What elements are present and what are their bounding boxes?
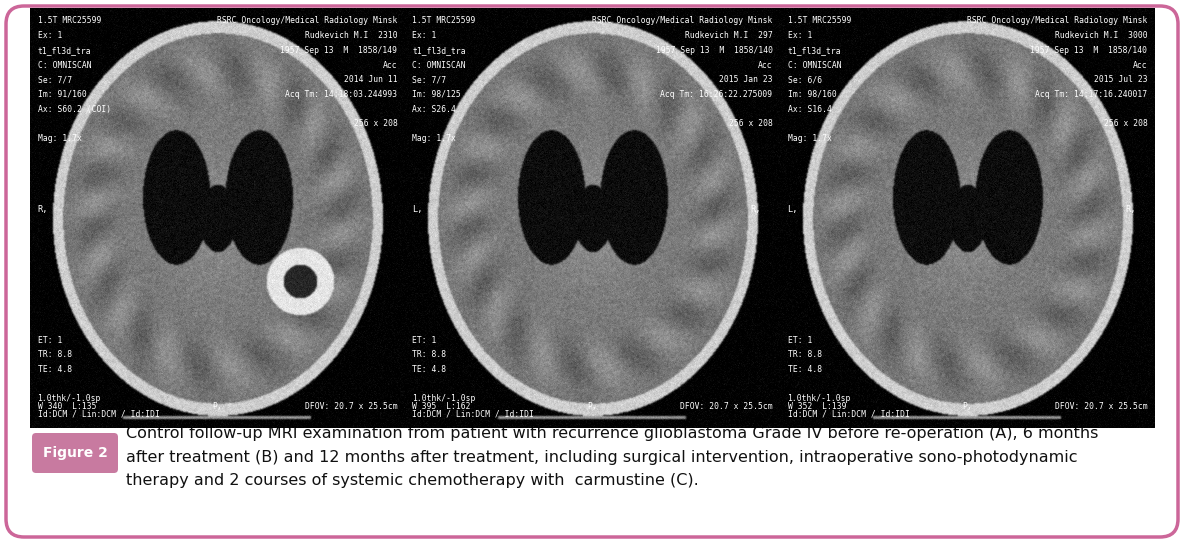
FancyBboxPatch shape: [32, 433, 118, 473]
Text: Se: 7/7: Se: 7/7: [412, 75, 446, 84]
Text: Id:DCM / Lin:DCM / Id:IDI: Id:DCM / Lin:DCM / Id:IDI: [787, 409, 909, 418]
Text: Ex: 1: Ex: 1: [38, 31, 62, 40]
Text: Ax: S16.4: Ax: S16.4: [787, 105, 831, 113]
Text: TE: 4.8: TE: 4.8: [787, 365, 822, 374]
Text: Im: 98/125: Im: 98/125: [412, 90, 462, 99]
Text: Control follow-up MRI examination from patient with recurrence glioblastoma Grad: Control follow-up MRI examination from p…: [126, 426, 1099, 441]
Text: TE: 4.8: TE: 4.8: [38, 365, 71, 374]
Text: 2015 Jan 23: 2015 Jan 23: [719, 75, 772, 84]
Text: Rudkevich M.I  297: Rudkevich M.I 297: [684, 31, 772, 40]
Text: C: OMNISCAN: C: OMNISCAN: [787, 60, 841, 70]
Text: P,: P,: [213, 402, 223, 411]
Text: 2015 Jul 23: 2015 Jul 23: [1094, 75, 1147, 84]
Text: R,: R,: [38, 205, 49, 214]
Text: after treatment (B) and 12 months after treatment, including surgical interventi: after treatment (B) and 12 months after …: [126, 450, 1077, 465]
Text: DFOV: 20.7 x 25.5cm: DFOV: 20.7 x 25.5cm: [1055, 402, 1147, 411]
Text: Id:DCM / Lin:DCM / Id:IDI: Id:DCM / Lin:DCM / Id:IDI: [412, 409, 534, 418]
Text: Acq Tm: 16:26:22.275009: Acq Tm: 16:26:22.275009: [661, 90, 772, 99]
Text: 1957 Sep 13  M  1858/149: 1957 Sep 13 M 1858/149: [281, 46, 398, 55]
Text: Acc: Acc: [382, 60, 398, 70]
Text: 1.0thk/-1.0sp: 1.0thk/-1.0sp: [787, 394, 851, 403]
Text: Se: 7/7: Se: 7/7: [38, 75, 71, 84]
Text: Id:DCM / Lin:DCM / Id:IDI: Id:DCM / Lin:DCM / Id:IDI: [38, 409, 160, 418]
Text: Im: 98/160: Im: 98/160: [787, 90, 836, 99]
Text: L,: L,: [412, 205, 423, 214]
Text: Ex: 1: Ex: 1: [787, 31, 812, 40]
Text: DFOV: 20.7 x 25.5cm: DFOV: 20.7 x 25.5cm: [680, 402, 772, 411]
Text: 1.0thk/-1.0sp: 1.0thk/-1.0sp: [38, 394, 101, 403]
Text: Figure 2: Figure 2: [43, 446, 108, 460]
Text: 2014 Jun 11: 2014 Jun 11: [343, 75, 398, 84]
Text: t1_fl3d_tra: t1_fl3d_tra: [38, 46, 91, 55]
Text: Im: 91/160: Im: 91/160: [38, 90, 86, 99]
Text: RSRC Oncology/Medical Radiology Minsk: RSRC Oncology/Medical Radiology Minsk: [217, 16, 398, 26]
Text: RSRC Oncology/Medical Radiology Minsk: RSRC Oncology/Medical Radiology Minsk: [592, 16, 772, 26]
Text: 1.5T MRC25599: 1.5T MRC25599: [38, 16, 101, 26]
Text: 256 x 208: 256 x 208: [1103, 119, 1147, 128]
Text: 1.0thk/-1.0sp: 1.0thk/-1.0sp: [412, 394, 476, 403]
Text: P,: P,: [963, 402, 972, 411]
Text: Mag: 1.7x: Mag: 1.7x: [412, 134, 456, 143]
Text: ET: 1: ET: 1: [787, 336, 812, 345]
Text: Acc: Acc: [1133, 60, 1147, 70]
Text: W 340  L:135: W 340 L:135: [38, 402, 96, 411]
Text: Acq Tm: 14:17:16.240017: Acq Tm: 14:17:16.240017: [1035, 90, 1147, 99]
Text: R,: R,: [1126, 205, 1137, 214]
Text: 1.5T MRC25599: 1.5T MRC25599: [412, 16, 476, 26]
Text: 1957 Sep 13  M  1858/140: 1957 Sep 13 M 1858/140: [656, 46, 772, 55]
Text: C: OMNISCAN: C: OMNISCAN: [412, 60, 466, 70]
Text: 1.5T MRC25599: 1.5T MRC25599: [787, 16, 851, 26]
Text: Mag: 1.7x: Mag: 1.7x: [38, 134, 82, 143]
Text: Rudkevich M.I  2310: Rudkevich M.I 2310: [304, 31, 398, 40]
Text: R,: R,: [751, 205, 761, 214]
Text: 256 x 208: 256 x 208: [354, 119, 398, 128]
Text: ET: 1: ET: 1: [38, 336, 62, 345]
Text: Se: 6/6: Se: 6/6: [787, 75, 822, 84]
Text: L,: L,: [787, 205, 798, 214]
Text: TR: 8.8: TR: 8.8: [787, 350, 822, 359]
Text: t1_fl3d_tra: t1_fl3d_tra: [412, 46, 466, 55]
Text: ET: 1: ET: 1: [412, 336, 437, 345]
Text: Ex: 1: Ex: 1: [412, 31, 437, 40]
Text: Acc: Acc: [758, 60, 772, 70]
Text: 256 x 208: 256 x 208: [728, 119, 772, 128]
Text: Ax: S26.4: Ax: S26.4: [412, 105, 456, 113]
Text: Rudkevich M.I  3000: Rudkevich M.I 3000: [1055, 31, 1147, 40]
Text: W 352  L:139: W 352 L:139: [787, 402, 847, 411]
Text: t1_fl3d_tra: t1_fl3d_tra: [787, 46, 841, 55]
Text: TE: 4.8: TE: 4.8: [412, 365, 446, 374]
FancyBboxPatch shape: [6, 6, 1178, 537]
Text: therapy and 2 courses of systemic chemotherapy with  carmustine (C).: therapy and 2 courses of systemic chemot…: [126, 473, 699, 489]
Text: DFOV: 20.7 x 25.5cm: DFOV: 20.7 x 25.5cm: [304, 402, 398, 411]
Text: Acq Tm: 14:18:03.244993: Acq Tm: 14:18:03.244993: [285, 90, 398, 99]
Text: TR: 8.8: TR: 8.8: [412, 350, 446, 359]
Text: TR: 8.8: TR: 8.8: [38, 350, 71, 359]
Text: RSRC Oncology/Medical Radiology Minsk: RSRC Oncology/Medical Radiology Minsk: [967, 16, 1147, 26]
Text: C: OMNISCAN: C: OMNISCAN: [38, 60, 91, 70]
Text: P,: P,: [587, 402, 598, 411]
Text: 1957 Sep 13  M  1858/140: 1957 Sep 13 M 1858/140: [1030, 46, 1147, 55]
Text: Mag: 1.7x: Mag: 1.7x: [787, 134, 831, 143]
Text: Ax: S60.2 (COI): Ax: S60.2 (COI): [38, 105, 110, 113]
Text: W 395  L:162: W 395 L:162: [412, 402, 471, 411]
